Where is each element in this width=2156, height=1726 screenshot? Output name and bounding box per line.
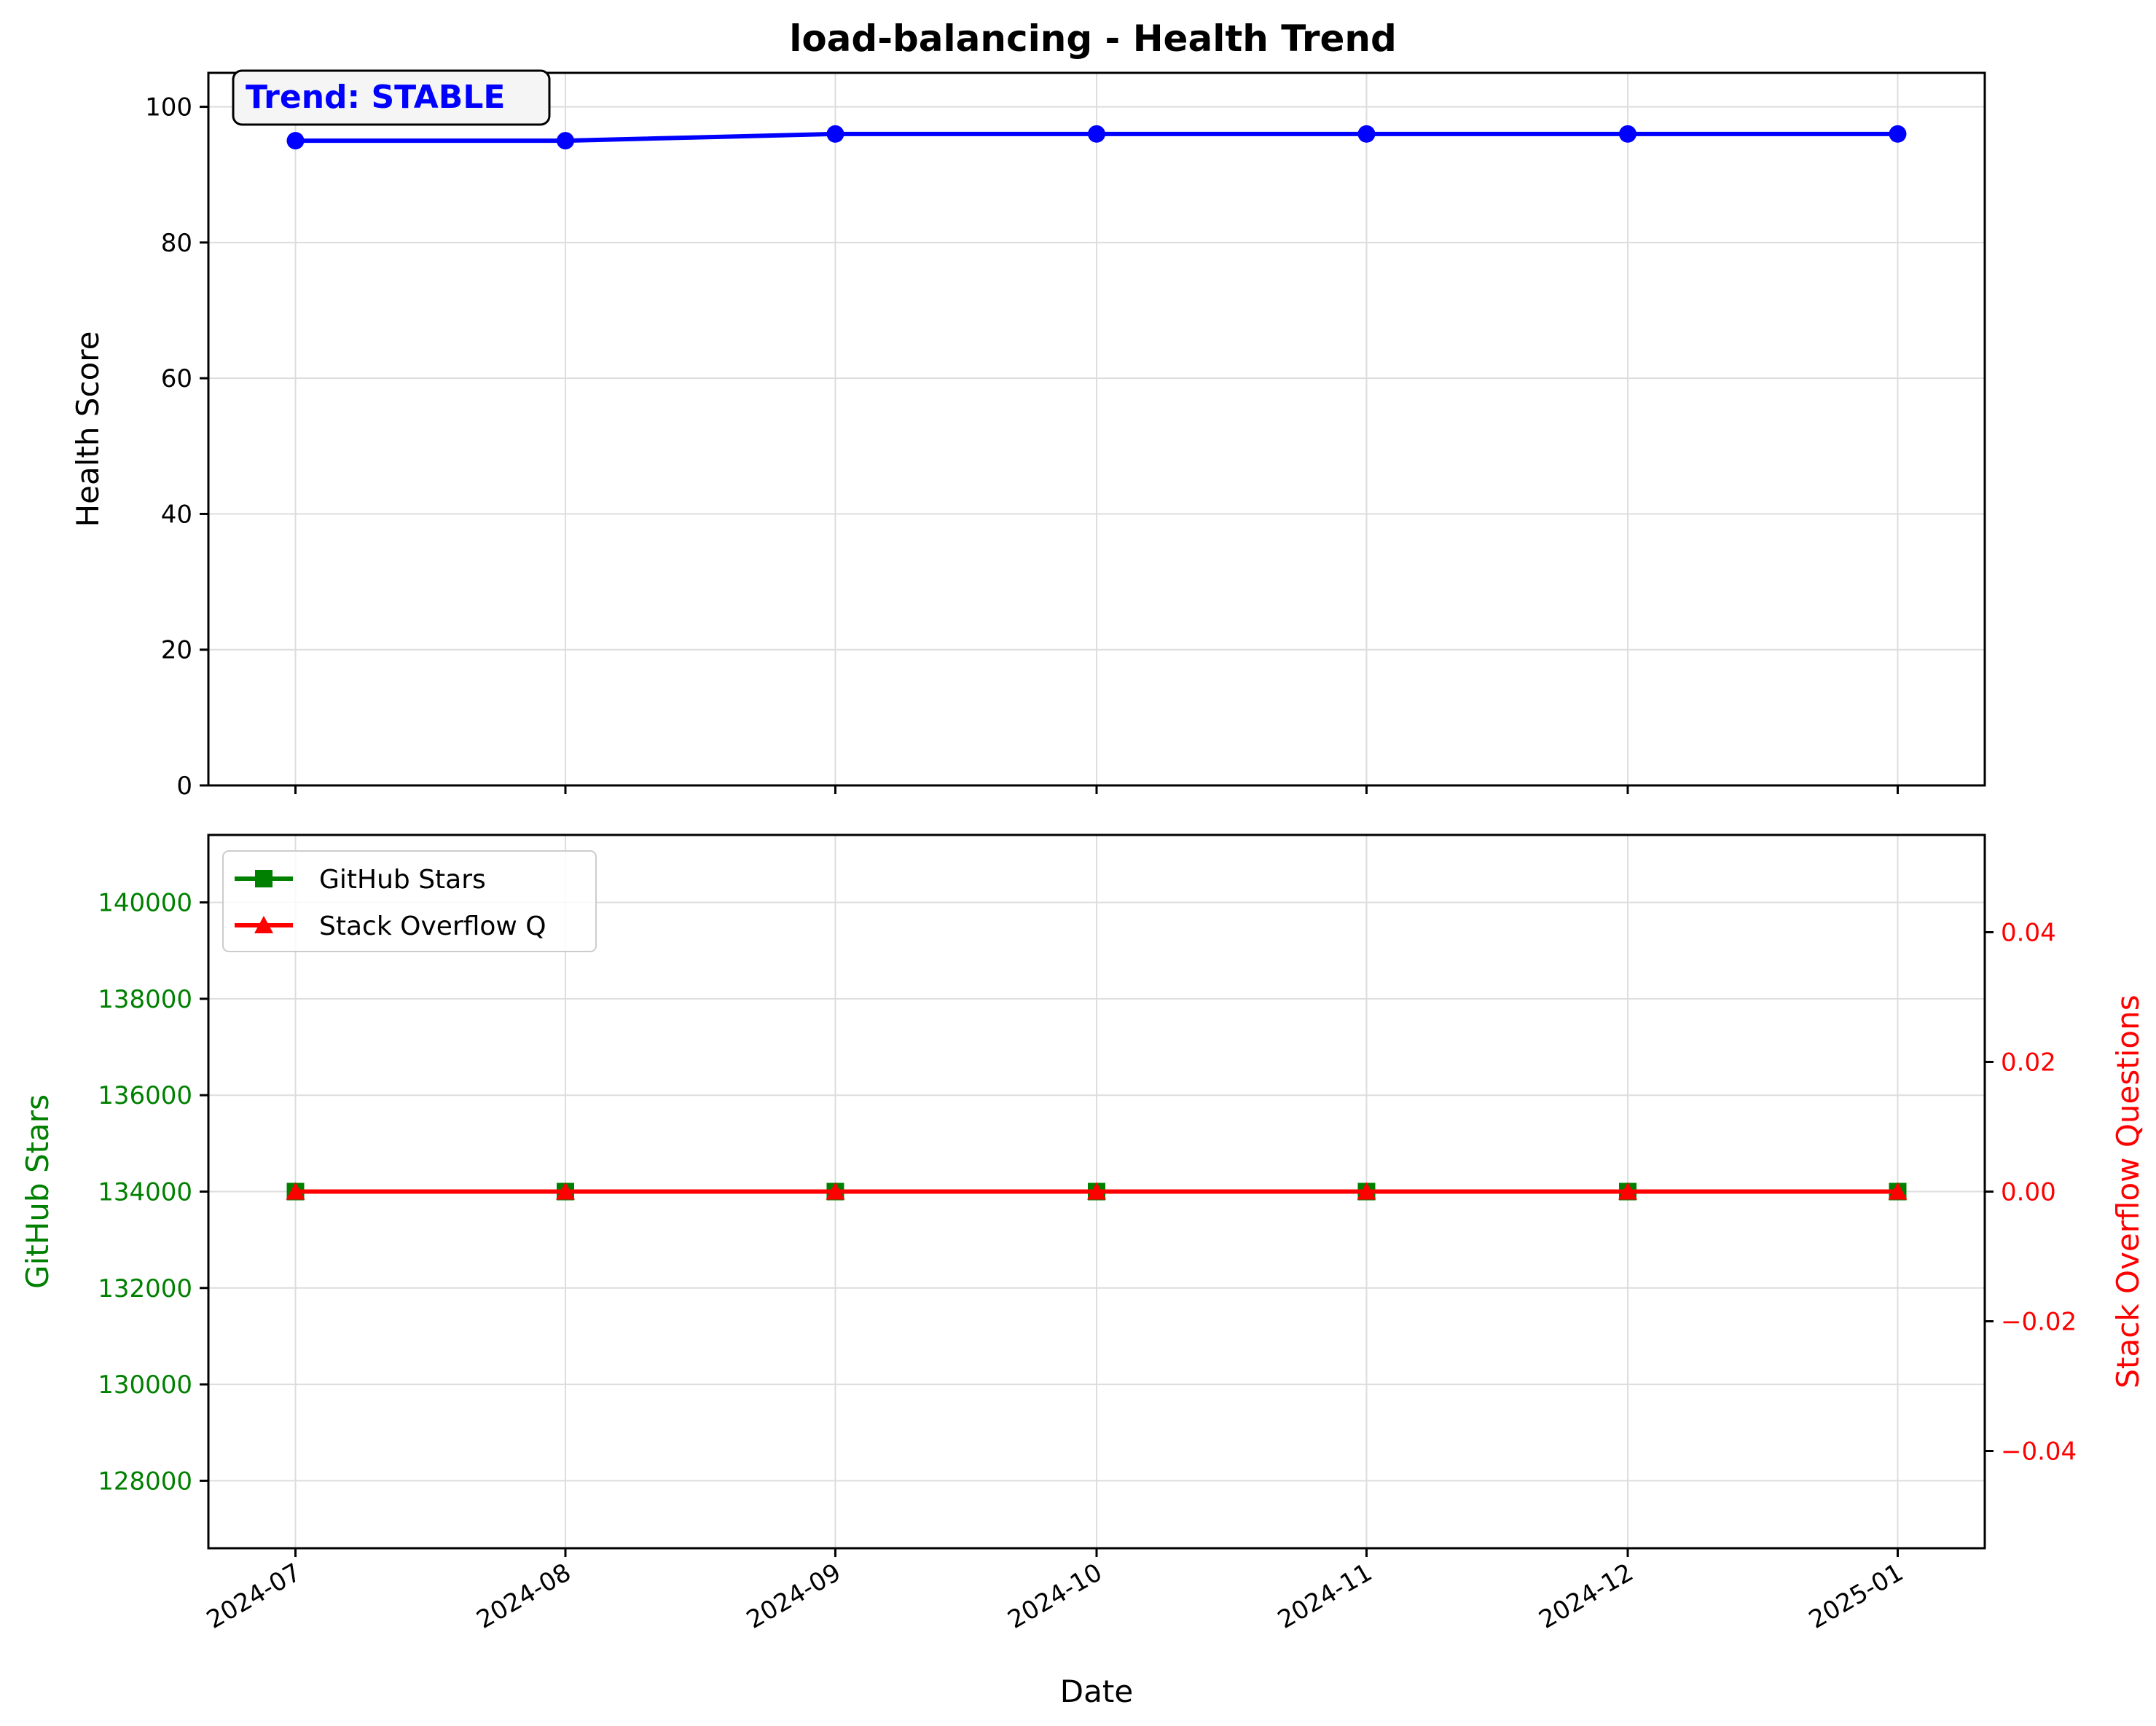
- github-stars-axis-label: GitHub Stars: [20, 1094, 55, 1289]
- health-score-point: [826, 125, 844, 143]
- date-axis-label: Date: [1060, 1674, 1133, 1709]
- stackoverflow-tick-label: −0.02: [2001, 1308, 2077, 1337]
- stackoverflow-tick-label: 0.02: [2001, 1048, 2056, 1078]
- top-y-tick-label: 0: [176, 772, 192, 801]
- github-stars-tick-label: 138000: [98, 985, 192, 1014]
- stackoverflow-y-ticks: −0.04 −0.02 0.00 0.02 0.04: [1985, 919, 2077, 1467]
- github-stars-tick-label: 130000: [98, 1370, 192, 1400]
- stackoverflow-tick-label: 0.04: [2001, 919, 2056, 948]
- health-score-point: [1357, 125, 1376, 143]
- stackoverflow-axis-label: Stack Overflow Questions: [2110, 995, 2146, 1388]
- bottom-series: [286, 1182, 1908, 1201]
- legend-label-2: Stack Overflow Q: [319, 911, 546, 941]
- health-score-point: [286, 132, 305, 150]
- health-score-panel: 0 20 40 60 80 100 Health Score Trend: STABLE: [70, 69, 1986, 801]
- stackoverflow-tick-label: −0.04: [2001, 1437, 2077, 1467]
- chart-title: load-balancing - Health Trend: [789, 17, 1397, 60]
- top-y-tick-label: 20: [161, 636, 192, 665]
- trend-annotation-box: [232, 69, 551, 126]
- stackoverflow-point: [826, 1182, 845, 1200]
- trend-annotation: Trend: STABLE: [232, 69, 551, 126]
- top-x-ticks: [294, 785, 1899, 794]
- github-stars-tick-label: 132000: [98, 1274, 192, 1303]
- github-stars-tick-label: 136000: [98, 1081, 192, 1110]
- stackoverflow-tick-label: 0.00: [2001, 1178, 2056, 1207]
- trend-annotation-text: Trend: STABLE: [246, 79, 505, 116]
- stackoverflow-point: [1618, 1182, 1638, 1200]
- legend-marker-square: [255, 870, 273, 887]
- stackoverflow-point: [286, 1182, 305, 1200]
- top-grid: [208, 73, 1985, 786]
- top-y-tick-label: 80: [161, 229, 192, 258]
- github-stars-y-ticks: 128000 130000 132000 134000 136000 138000 1400…: [98, 889, 208, 1496]
- health-score-point: [556, 132, 574, 150]
- health-score-axis-label: Health Score: [70, 332, 106, 527]
- stackoverflow-point: [1087, 1182, 1106, 1200]
- top-y-tick-label: 100: [145, 93, 192, 122]
- github-stars-tick-label: 140000: [98, 889, 192, 918]
- legend-marker-triangle: [254, 916, 273, 933]
- health-score-point: [1889, 125, 1907, 143]
- top-y-ticks: 0 20 40 60 80 100: [145, 93, 208, 801]
- legend-box: [222, 850, 597, 952]
- health-score-series: [286, 125, 1907, 150]
- legend-label-1: GitHub Stars: [319, 865, 486, 895]
- stackoverflow-point: [555, 1182, 575, 1200]
- legend: GitHub Stars Stack Overflow Q: [222, 850, 597, 952]
- top-y-tick-label: 40: [161, 500, 192, 529]
- health-score-point: [1619, 125, 1637, 143]
- github-stars-tick-label: 128000: [98, 1467, 192, 1496]
- stackoverflow-point: [1888, 1182, 1908, 1200]
- top-y-tick-label: 60: [161, 364, 192, 393]
- health-score-point: [1088, 125, 1105, 143]
- github-stars-tick-label: 134000: [98, 1178, 192, 1207]
- stackoverflow-point: [1357, 1182, 1376, 1200]
